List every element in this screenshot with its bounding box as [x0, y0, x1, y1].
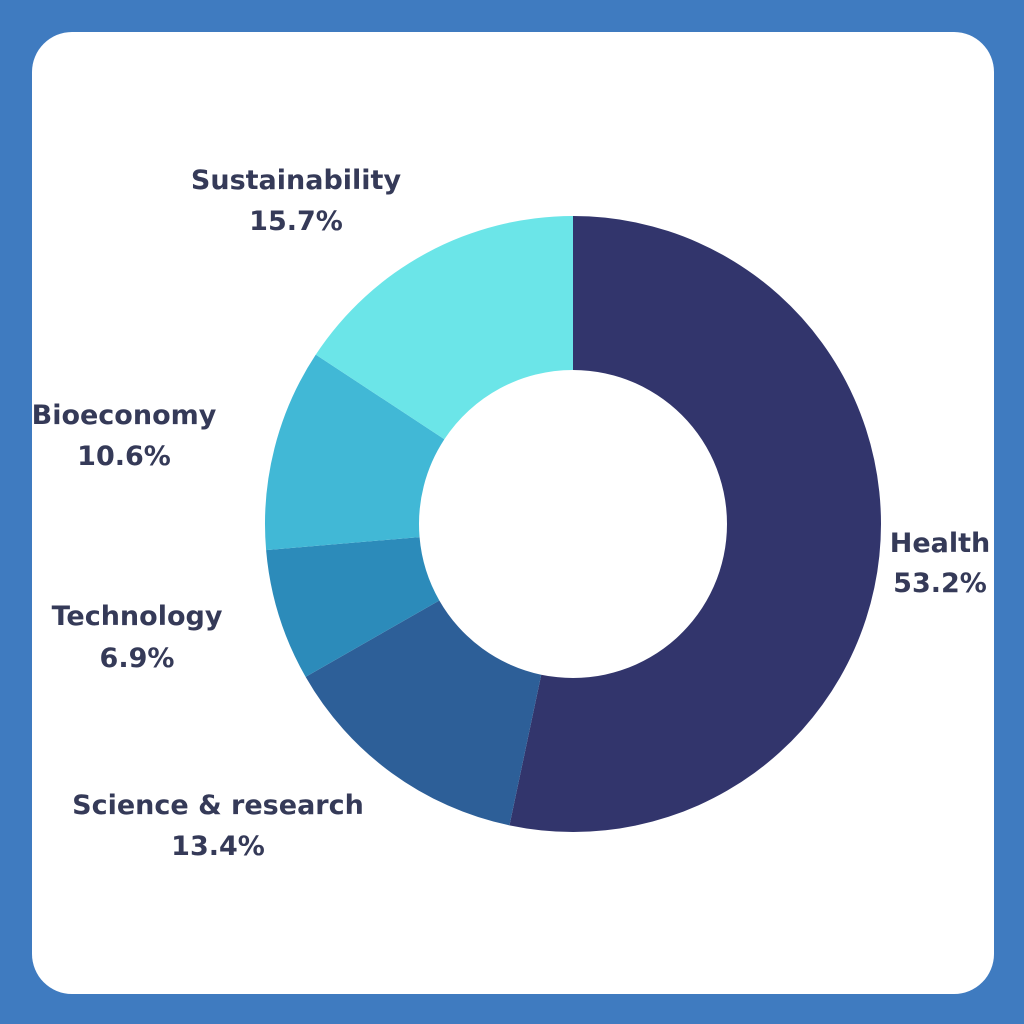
slice-label-health: Health [890, 528, 991, 559]
slice-bioeconomy [265, 354, 445, 551]
slice-label-sustainability: Sustainability [191, 165, 402, 196]
slice-technology [266, 537, 440, 677]
slice-value-health: 53.2% [893, 568, 987, 599]
slice-value-bioeconomy: 10.6% [77, 441, 171, 472]
slices-layer [265, 216, 882, 832]
slice-value-science-research: 13.4% [171, 831, 265, 862]
slice-label-bioeconomy: Bioeconomy [32, 400, 217, 431]
slice-science-research [305, 600, 542, 826]
slice-value-technology: 6.9% [100, 643, 175, 674]
labels-layer: Health 53.2% Science & research 13.4% Te… [32, 165, 991, 862]
slice-label-science-research: Science & research [72, 790, 364, 821]
slice-label-technology: Technology [52, 601, 223, 632]
slice-value-sustainability: 15.7% [249, 206, 343, 237]
slice-sustainability [315, 216, 573, 440]
slice-health [509, 216, 882, 832]
